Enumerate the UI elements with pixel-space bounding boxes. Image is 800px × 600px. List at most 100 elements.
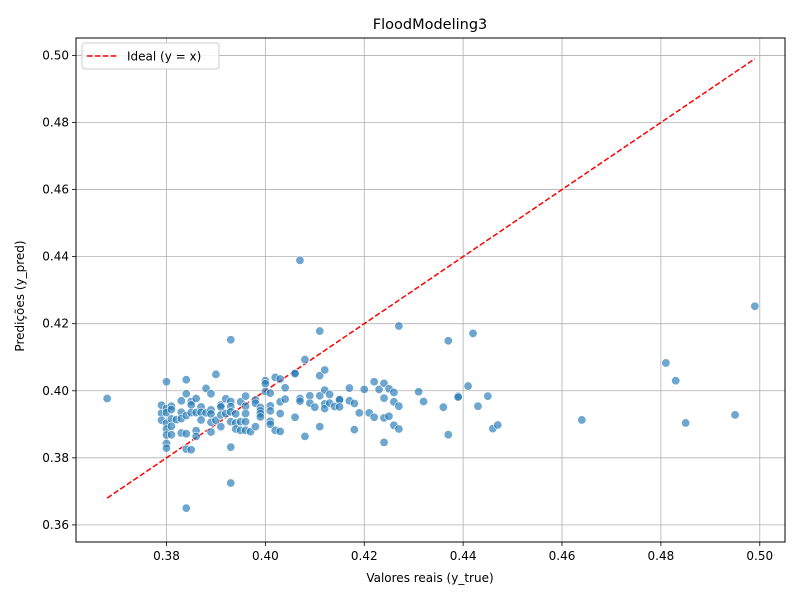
data-point [335,402,345,412]
data-point [443,336,453,346]
data-point [166,405,176,415]
y-tick-label: 0.40 [42,384,69,398]
data-point [443,430,453,440]
data-point [191,393,201,403]
x-tick-label: 0.50 [746,549,773,563]
data-point [344,383,354,393]
chart-title: FloodModeling3 [373,17,488,33]
data-point [379,437,389,447]
data-point [290,369,300,379]
data-point [265,406,275,416]
data-point [369,412,379,422]
data-point [354,408,364,418]
data-point [750,301,760,311]
data-point [463,381,473,391]
data-point [384,411,394,421]
data-point [181,429,191,439]
x-tick-label: 0.42 [351,549,378,563]
data-point [275,426,285,436]
data-point [300,355,310,365]
data-point [310,402,320,412]
legend: Ideal (y = x) [81,42,220,70]
data-point [295,396,305,406]
data-point [349,425,359,435]
data-point [226,335,236,345]
y-tick-label: 0.46 [42,183,69,197]
data-point [369,377,379,387]
data-point [671,376,681,386]
data-point [181,389,191,399]
legend-box [81,42,220,70]
data-point [280,383,290,393]
data-point [166,430,176,440]
data-point [468,328,478,338]
data-point [250,422,260,432]
ideal-line [106,58,756,499]
data-point [181,375,191,385]
data-point [419,396,429,406]
data-point [453,392,463,402]
data-point [216,422,226,432]
y-tick-label: 0.50 [42,48,69,62]
data-point [730,410,740,420]
data-point [577,415,587,425]
data-point [483,391,493,401]
data-point [389,387,399,397]
y-axis-title: Predições (y_pred) [13,240,27,351]
data-point [681,418,691,428]
data-point [265,419,275,429]
data-point [315,422,325,432]
data-point [231,409,241,419]
data-point [325,389,335,399]
data-point [206,427,216,437]
data-point [349,399,359,409]
y-tick-label: 0.48 [42,116,69,130]
data-point [241,391,251,401]
data-point [315,326,325,336]
data-point [176,396,186,406]
data-point [295,255,305,265]
data-point [186,445,196,455]
data-point [290,412,300,422]
data-point [206,389,216,399]
data-point [300,431,310,441]
data-point [473,401,483,411]
data-point [661,358,671,368]
data-point [161,443,171,453]
y-tick-label: 0.42 [42,317,69,331]
data-point [196,415,206,425]
x-tick-label: 0.46 [549,549,576,563]
data-point [260,379,270,389]
data-point [394,401,404,411]
data-point [275,374,285,384]
x-axis-title: Valores reais (y_true) [366,571,493,585]
y-tick-label: 0.44 [42,250,69,264]
data-point [438,402,448,412]
data-point [191,431,201,441]
data-point [226,478,236,488]
data-point [275,409,285,419]
data-point [181,503,191,513]
data-point [255,412,265,422]
data-point [315,391,325,401]
x-tick-label: 0.48 [648,549,675,563]
data-point [241,409,251,419]
data-point [359,384,369,394]
data-points [102,255,760,513]
data-point [280,394,290,404]
data-point [241,417,251,427]
y-axis: 0.36 0.38 0.40 0.42 0.44 0.46 0.48 0.50 [42,48,76,532]
x-tick-label: 0.44 [450,549,477,563]
x-axis: 0.38 0.40 0.42 0.44 0.46 0.48 0.50 [153,542,773,563]
y-tick-label: 0.38 [42,451,69,465]
data-point [493,420,503,430]
data-point [379,393,389,403]
data-point [374,384,384,394]
data-point [102,393,112,403]
plot-frame [75,37,786,543]
data-point [211,369,221,379]
data-point [394,321,404,331]
legend-ideal-label: Ideal (y = x) [127,50,201,64]
